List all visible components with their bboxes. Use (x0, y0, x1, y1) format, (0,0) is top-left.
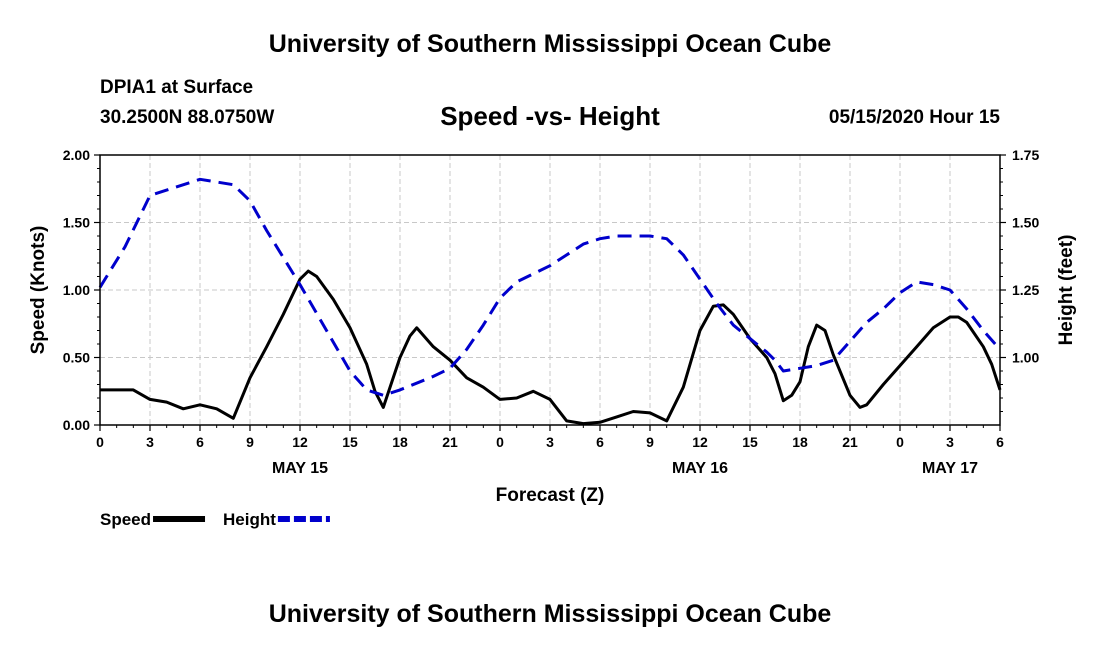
day-label: MAY 16 (672, 460, 728, 477)
forecast-run-time: 05/15/2020 Hour 15 (828, 107, 1000, 128)
x-tick-label: 6 (996, 434, 1004, 450)
y2-tick-label: 1.00 (1012, 350, 1039, 366)
x-tick-label: 3 (946, 434, 954, 450)
chart-title: Speed -vs- Height (440, 101, 660, 131)
y-axis-label-right: Height (feet) (1056, 235, 1077, 346)
grid-lines (100, 155, 1000, 425)
series-lines (98, 177, 1002, 426)
x-tick-label: 0 (896, 434, 904, 450)
y2-tick-label: 1.50 (1012, 215, 1039, 231)
y-tick-label: 1.00 (63, 282, 90, 298)
x-tick-label: 3 (146, 434, 154, 450)
y-tick-label: 2.00 (63, 147, 90, 163)
x-tick-label: 6 (196, 434, 204, 450)
y2-tick-label: 1.25 (1012, 282, 1039, 298)
y-tick-label: 0.00 (63, 417, 90, 433)
x-tick-label: 0 (496, 434, 504, 450)
legend: Speed Height (100, 510, 330, 529)
x-tick-label: 9 (646, 434, 654, 450)
x-axis-label: Forecast (Z) (496, 485, 605, 506)
x-tick-label: 0 (96, 434, 104, 450)
x-tick-label: 9 (246, 434, 254, 450)
x-tick-label: 12 (692, 434, 708, 450)
x-tick-label: 21 (442, 434, 458, 450)
day-label: MAY 17 (922, 460, 978, 477)
page-title: University of Southern Mississippi Ocean… (268, 30, 832, 58)
legend-label-speed: Speed (100, 510, 151, 529)
y-tick-label: 0.50 (63, 350, 90, 366)
y-tick-label: 1.50 (63, 215, 90, 231)
x-tick-label: 6 (596, 434, 604, 450)
axes: 0 3 6 9 12 15 18 21 0 3 6 9 12 15 18 21 0 3 6 MAY 15 MAY 16 M… (63, 147, 1040, 477)
station-coordinates: 30.2500N 88.0750W (100, 107, 275, 128)
legend-label-height: Height (223, 510, 276, 529)
y-axis-label-left: Speed (Knots) (28, 226, 49, 355)
speed-series-line (100, 269, 1002, 426)
footer-title: University of Southern Mississippi Ocean… (268, 600, 832, 628)
x-tick-label: 18 (792, 434, 808, 450)
day-label: MAY 15 (272, 460, 328, 477)
x-tick-label: 15 (342, 434, 358, 450)
x-tick-label: 12 (292, 434, 308, 450)
height-series-line (98, 177, 1002, 397)
x-tick-label: 15 (742, 434, 758, 450)
x-tick-label: 21 (842, 434, 858, 450)
x-tick-label: 18 (392, 434, 408, 450)
x-tick-label: 3 (546, 434, 554, 450)
y2-tick-label: 1.75 (1012, 147, 1039, 163)
station-name: DPIA1 at Surface (100, 77, 254, 98)
